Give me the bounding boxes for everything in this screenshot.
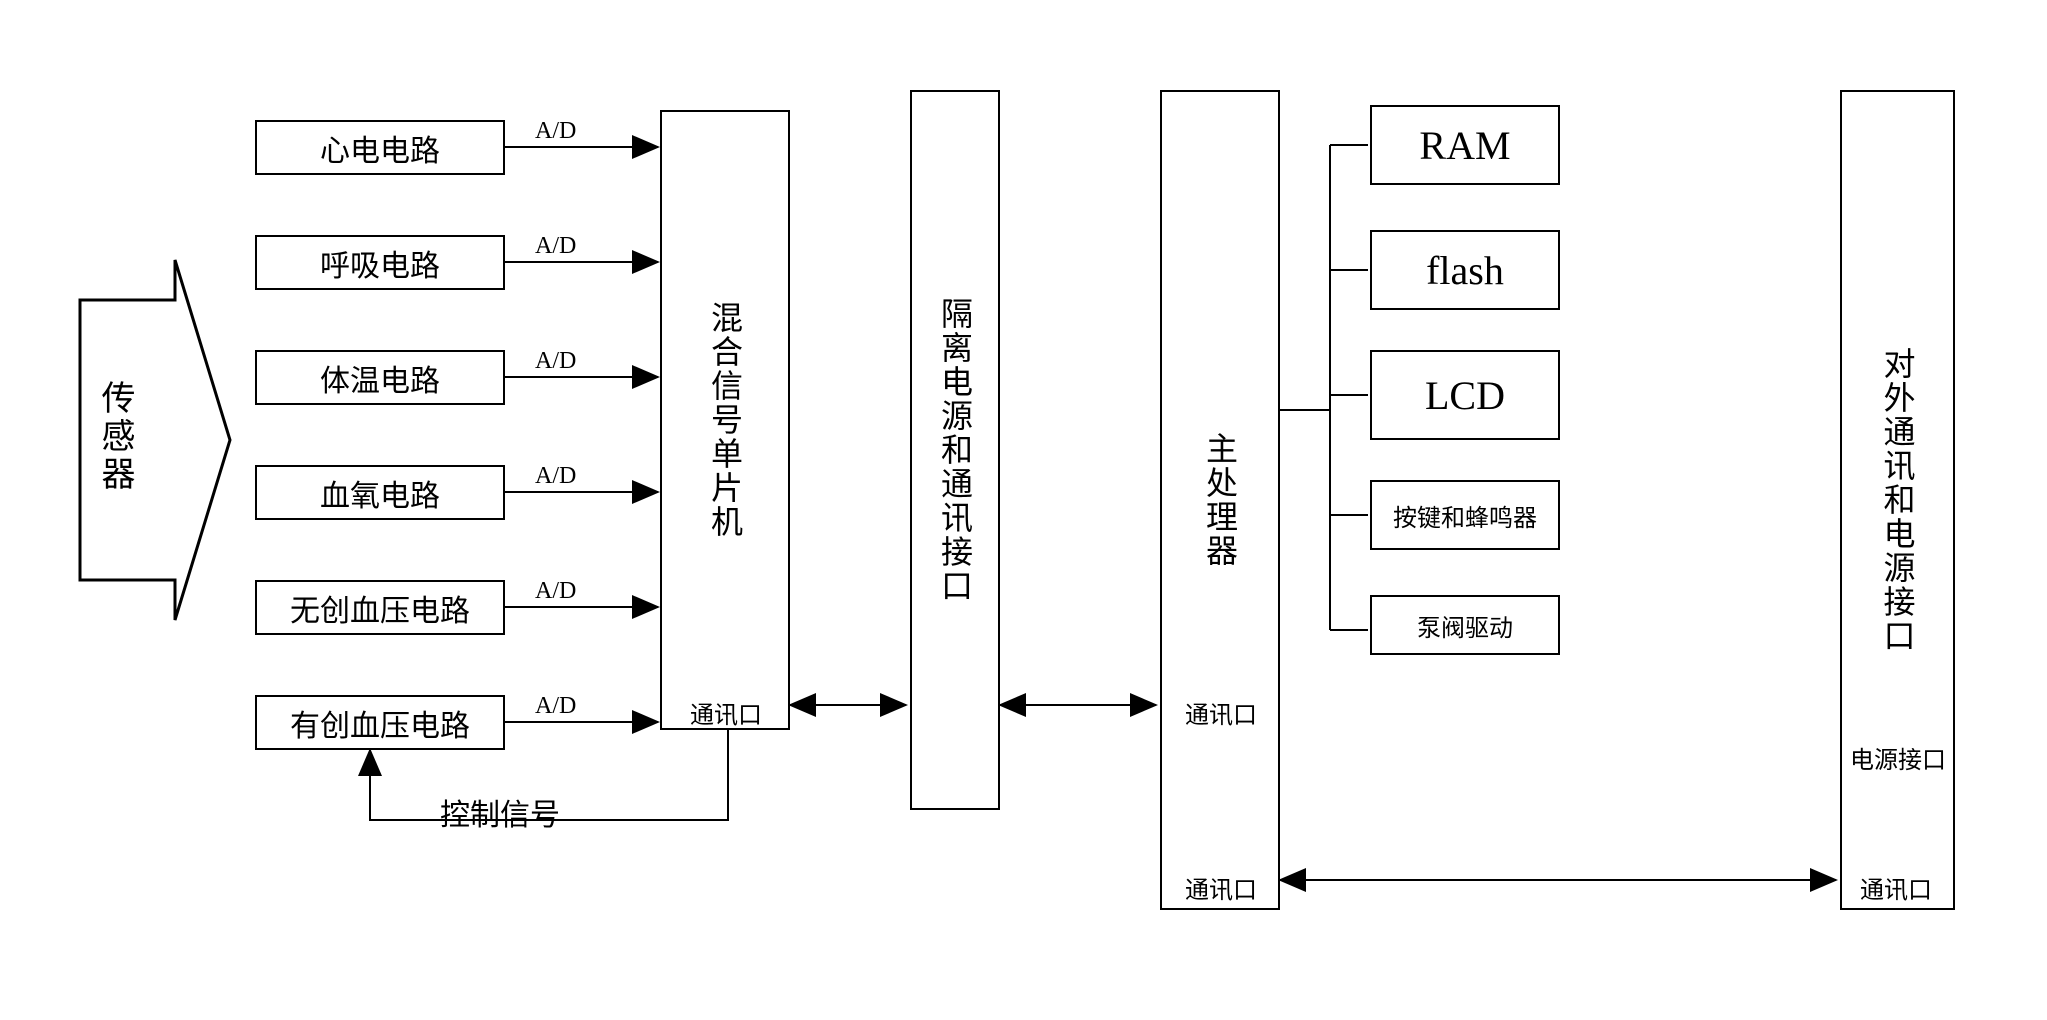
sensor-label: 传感器 — [90, 380, 139, 494]
ad-label: A/D — [535, 578, 576, 605]
ext-comm-port: 通讯口 — [1860, 870, 1932, 905]
ext-power-port: 电源接口 — [1850, 740, 1946, 775]
ad-label: A/D — [535, 693, 576, 720]
main-comm-port-1: 通讯口 — [1185, 695, 1257, 730]
main-comm-port-2: 通讯口 — [1185, 870, 1257, 905]
circuit-label: 血氧电路 — [320, 471, 440, 515]
circuit-nibp: 无创血压电路 — [255, 580, 505, 635]
periph-pump: 泵阀驱动 — [1370, 595, 1560, 655]
external-interface: 对外通讯和电源接口 — [1840, 90, 1955, 910]
periph-lcd: LCD — [1370, 350, 1560, 440]
circuit-ibp: 有创血压电路 — [255, 695, 505, 750]
circuit-resp: 呼吸电路 — [255, 235, 505, 290]
ram-label: RAM — [1419, 122, 1510, 169]
block-diagram: 传感器 心电电路 呼吸电路 体温电路 血氧电路 无创血压电路 有创血压电路 A/… — [40, 40, 2000, 980]
ad-label: A/D — [535, 118, 576, 145]
pump-label: 泵阀驱动 — [1417, 608, 1513, 643]
mcu-comm-port: 通讯口 — [690, 695, 762, 730]
circuit-ecg: 心电电路 — [255, 120, 505, 175]
circuit-label: 心电电路 — [320, 126, 440, 170]
buttons-label: 按键和蜂鸣器 — [1393, 498, 1537, 533]
periph-buttons: 按键和蜂鸣器 — [1370, 480, 1560, 550]
mixed-mcu-label: 混合信号单片机 — [702, 301, 748, 539]
periph-ram: RAM — [1370, 105, 1560, 185]
circuit-spo2: 血氧电路 — [255, 465, 505, 520]
ad-label: A/D — [535, 233, 576, 260]
main-processor: 主处理器 — [1160, 90, 1280, 910]
ad-label: A/D — [535, 463, 576, 490]
circuit-temp: 体温电路 — [255, 350, 505, 405]
isolation-interface: 隔离电源和通讯接口 — [910, 90, 1000, 810]
main-proc-label: 主处理器 — [1197, 432, 1243, 568]
flash-label: flash — [1426, 247, 1504, 294]
mixed-signal-mcu: 混合信号单片机 — [660, 110, 790, 730]
circuit-label: 无创血压电路 — [290, 586, 470, 630]
ad-label: A/D — [535, 348, 576, 375]
control-signal-label: 控制信号 — [440, 790, 560, 834]
ext-label: 对外通讯和电源接口 — [1875, 347, 1921, 653]
periph-flash: flash — [1370, 230, 1560, 310]
circuit-label: 呼吸电路 — [320, 241, 440, 285]
circuit-label: 有创血压电路 — [290, 701, 470, 745]
lcd-label: LCD — [1425, 372, 1505, 419]
iso-label: 隔离电源和通讯接口 — [932, 297, 978, 603]
circuit-label: 体温电路 — [320, 356, 440, 400]
